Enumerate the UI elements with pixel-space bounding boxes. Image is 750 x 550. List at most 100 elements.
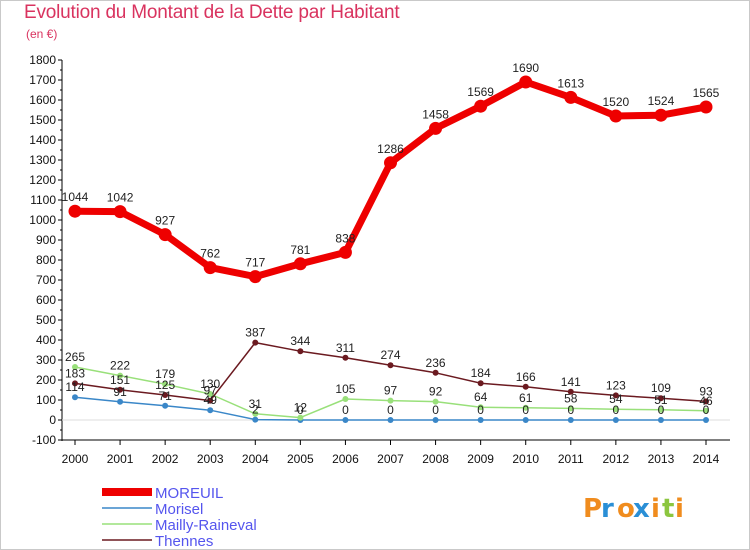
x-tick-label: 2011 [558, 452, 584, 466]
data-point-moreuil [474, 99, 488, 113]
data-label-mailly-raineval: 12 [294, 401, 308, 415]
data-point-thennes [162, 392, 169, 398]
legend-label-thennes: Thennes [155, 533, 213, 550]
data-label-mailly-raineval: 61 [519, 391, 533, 405]
data-point-mailly-raineval [342, 396, 349, 402]
data-point-morisel [72, 394, 78, 401]
data-point-morisel [162, 402, 169, 409]
data-label-morisel: 0 [613, 403, 620, 417]
y-tick-label: 700 [36, 273, 56, 287]
data-point-mailly-raineval [477, 404, 484, 411]
data-label-moreuil: 1042 [107, 191, 134, 205]
y-tick-label: 1300 [29, 153, 56, 167]
data-label-morisel: 0 [522, 403, 529, 417]
data-point-thennes [567, 388, 574, 395]
y-tick-label: 1000 [29, 213, 56, 227]
x-tick-label: 2003 [197, 452, 224, 466]
data-label-moreuil: 927 [155, 214, 175, 228]
data-label-mailly-raineval: 31 [249, 397, 263, 411]
data-point-morisel [612, 417, 619, 423]
data-point-thennes [117, 386, 124, 393]
data-point-moreuil [158, 228, 172, 242]
data-label-morisel: 0 [342, 403, 349, 417]
logo-letter: x [633, 494, 650, 524]
y-tick-label: 1100 [30, 193, 56, 207]
data-label-thennes: 141 [561, 375, 581, 389]
legend-label-morisel: Morisel [155, 501, 203, 518]
data-label-morisel: 0 [703, 403, 710, 417]
logo-letter: i [675, 494, 684, 524]
data-point-mailly-raineval [612, 406, 619, 413]
data-point-morisel [703, 417, 709, 423]
x-tick-label: 2013 [648, 452, 675, 466]
data-label-moreuil: 838 [335, 231, 355, 245]
data-point-morisel [342, 417, 349, 423]
data-label-morisel: 0 [658, 403, 665, 417]
data-point-mailly-raineval [432, 398, 439, 405]
data-label-thennes: 274 [380, 348, 400, 362]
data-label-thennes: 125 [155, 378, 175, 392]
data-label-moreuil: 1565 [693, 86, 720, 100]
data-label-moreuil: 1286 [377, 142, 404, 156]
data-point-mailly-raineval [297, 414, 304, 421]
data-point-moreuil [429, 121, 443, 135]
data-label-thennes: 387 [245, 326, 265, 340]
data-label-thennes: 183 [65, 366, 85, 380]
y-tick-label: 1600 [29, 93, 56, 107]
logo-letter: o [617, 494, 635, 524]
x-tick-label: 2007 [377, 452, 404, 466]
legend-label-mailly-raineval: Mailly-Raineval [155, 517, 257, 534]
data-label-thennes: 236 [426, 356, 446, 370]
data-label-mailly-raineval: 222 [110, 359, 130, 373]
data-label-moreuil: 1613 [557, 76, 584, 90]
series-layer [68, 75, 713, 423]
data-point-moreuil [113, 205, 127, 219]
data-point-morisel [207, 407, 214, 414]
data-label-morisel: 0 [297, 403, 304, 417]
data-point-moreuil [68, 204, 82, 218]
data-label-morisel: 0 [567, 403, 574, 417]
data-point-thennes [522, 383, 529, 390]
data-label-morisel: 71 [158, 389, 172, 403]
data-label-thennes: 344 [290, 334, 310, 348]
chart-title: Evolution du Montant de la Dette par Hab… [24, 2, 400, 23]
data-point-mailly-raineval [207, 391, 214, 397]
data-label-morisel: 114 [65, 380, 84, 394]
x-tick-label: 2006 [332, 452, 359, 466]
data-point-mailly-raineval [72, 364, 78, 370]
data-labels: 114 91 71 49 2 0 0 0 0 0 0 0 0 0 0 265 222 179 130 31 12 105 9… [62, 61, 720, 417]
data-point-thennes [72, 380, 78, 387]
y-tick-label: 200 [36, 373, 56, 387]
data-label-mailly-raineval: 54 [609, 392, 623, 406]
data-label-morisel: 2 [252, 403, 259, 417]
y-tick-label: 100 [36, 393, 56, 407]
data-point-morisel [117, 398, 124, 405]
legend-label-moreuil: MOREUIL [155, 485, 223, 502]
data-point-mailly-raineval [252, 410, 259, 417]
data-point-thennes [477, 380, 484, 387]
data-label-moreuil: 1520 [603, 95, 630, 109]
x-tick-label: 2000 [62, 452, 89, 466]
data-point-moreuil [293, 257, 307, 271]
y-tick-label: 400 [36, 333, 56, 347]
logo-letter: i [651, 494, 660, 524]
data-point-moreuil [203, 261, 217, 275]
y-tick-label: 1800 [29, 53, 56, 67]
data-point-thennes [207, 397, 214, 404]
y-tick-label: 300 [36, 353, 56, 367]
series-line-moreuil [74, 78, 707, 281]
data-point-moreuil [699, 100, 713, 114]
y-tick-label: -100 [32, 433, 56, 447]
data-point-thennes [252, 339, 259, 346]
data-label-morisel: 0 [432, 403, 439, 417]
y-tick-label: 800 [36, 253, 56, 267]
x-tick-label: 2009 [467, 452, 494, 466]
data-point-morisel [567, 417, 574, 423]
data-point-mailly-raineval [703, 407, 709, 414]
x-tick-label: 2004 [242, 452, 269, 466]
data-point-morisel [522, 417, 529, 423]
data-point-morisel [387, 417, 394, 423]
